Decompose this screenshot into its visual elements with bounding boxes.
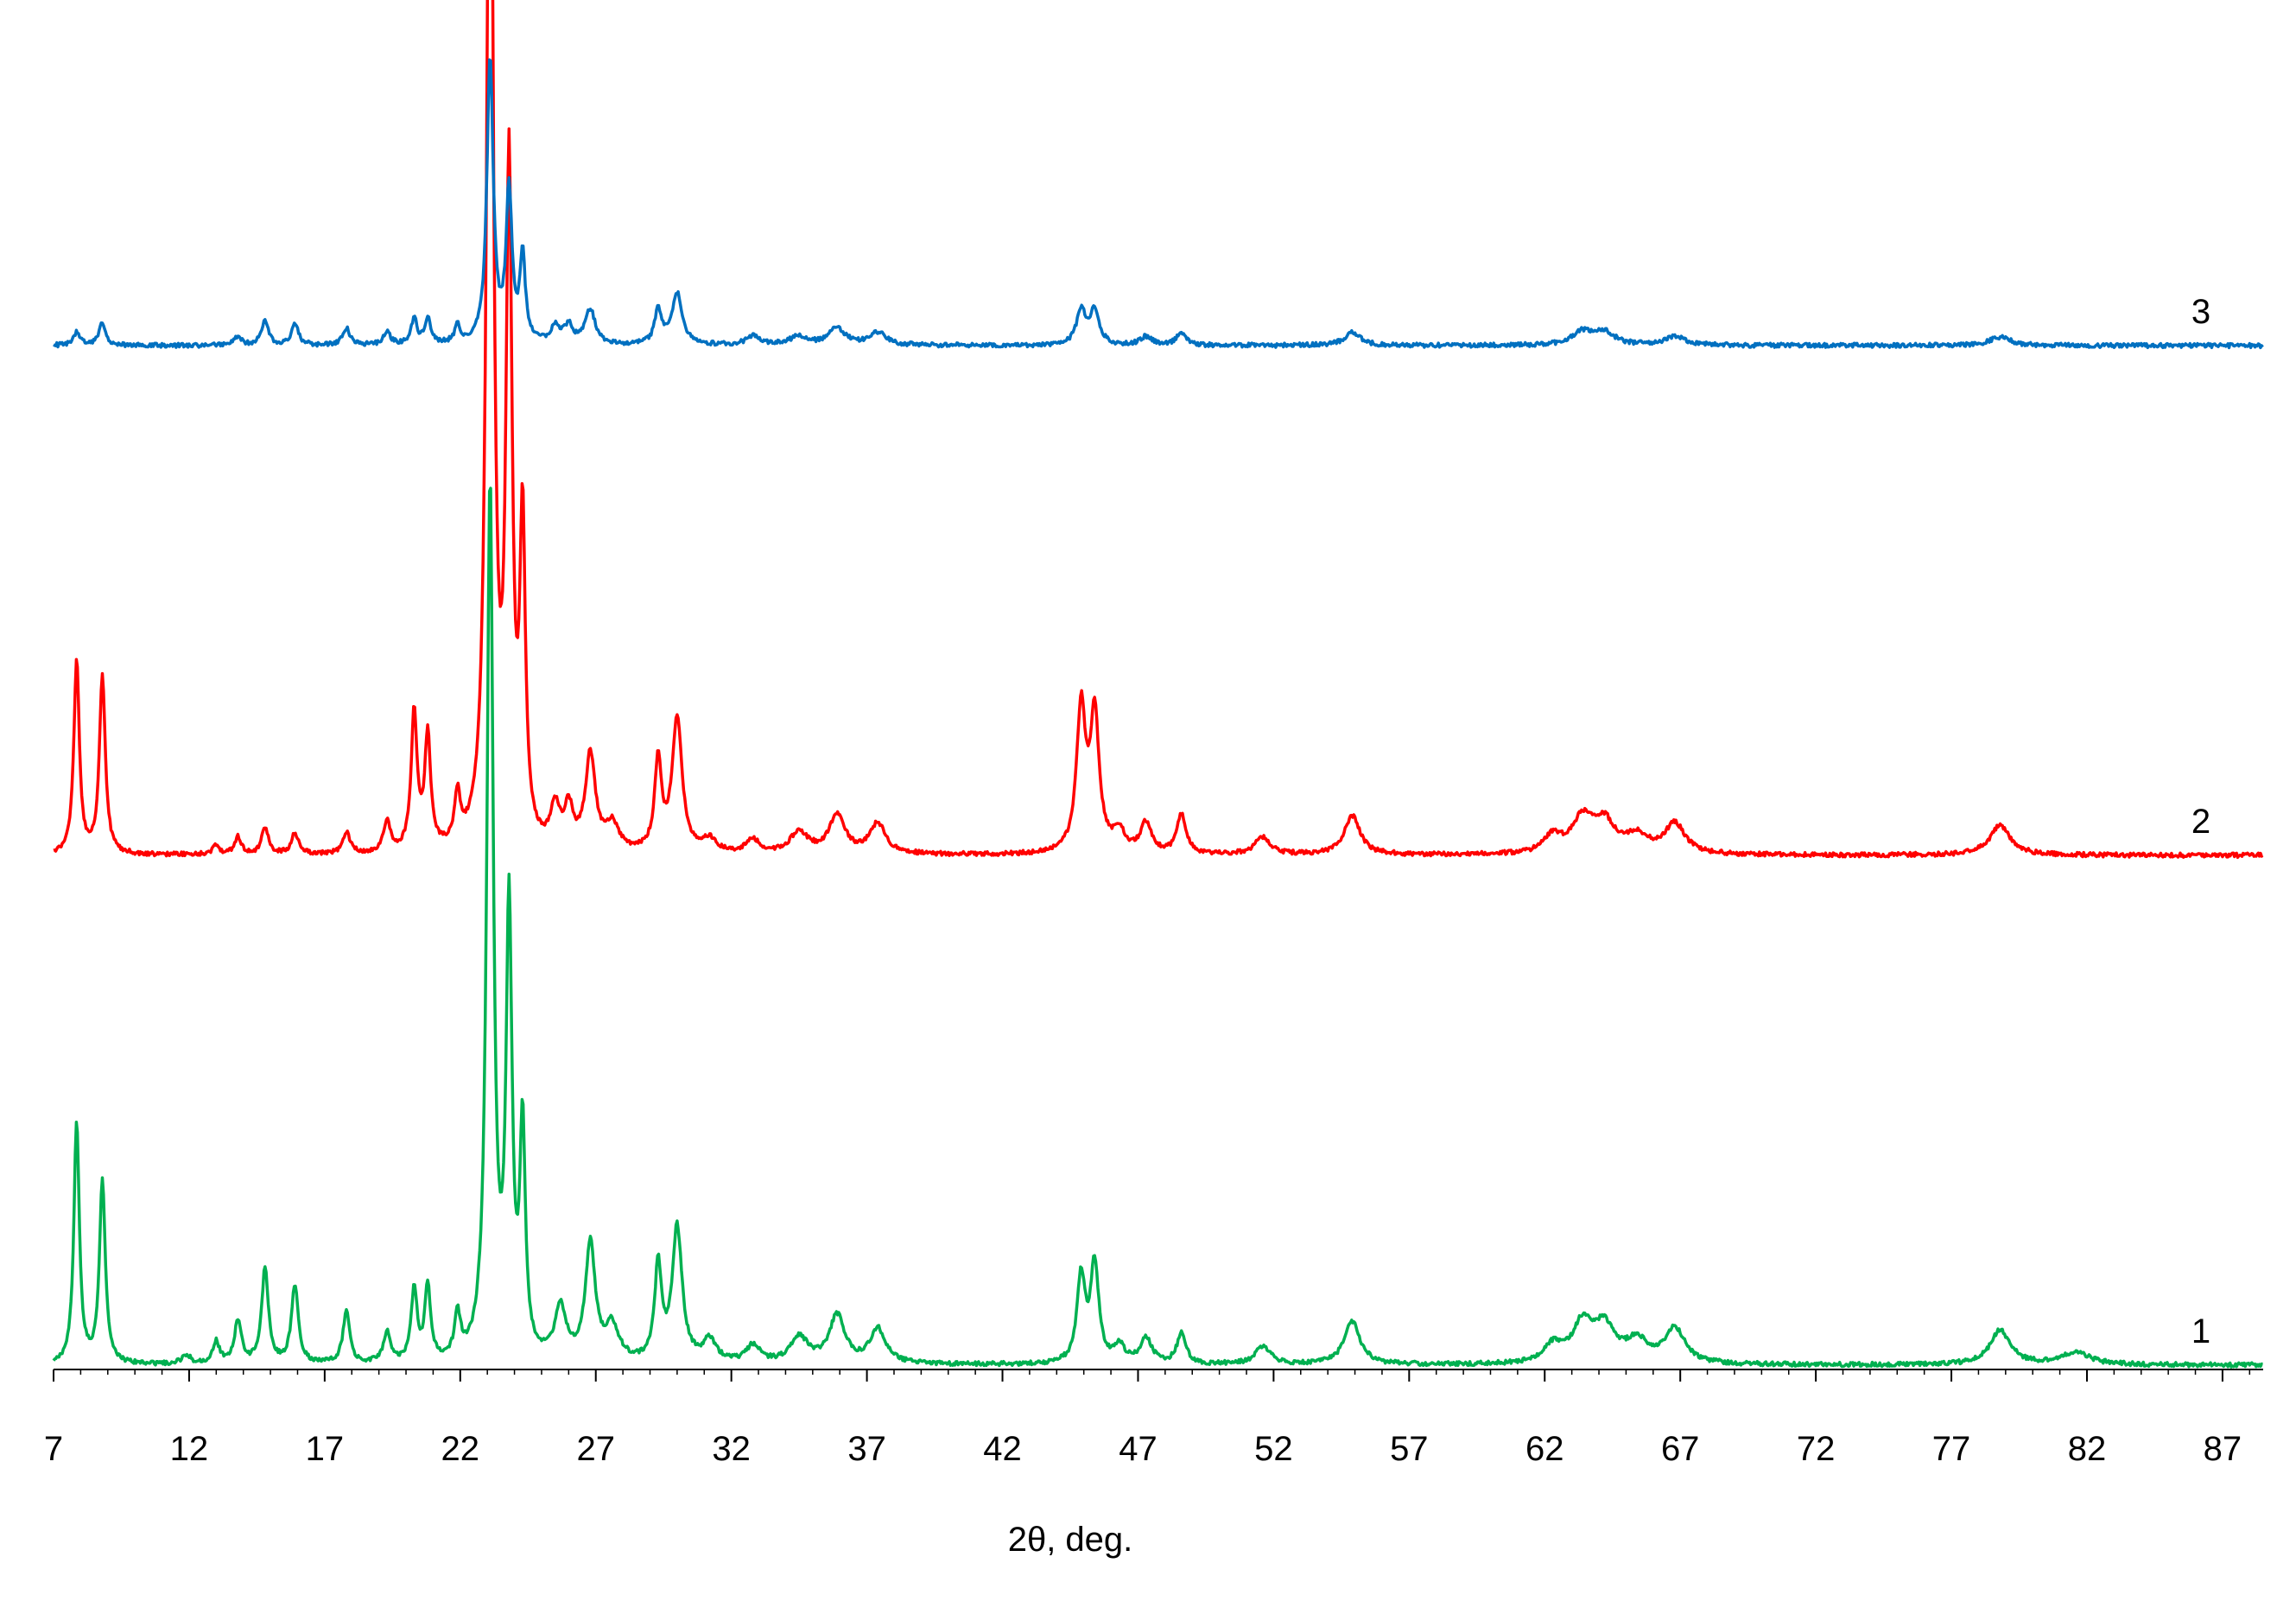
- x-tick-label: 57: [1390, 1430, 1429, 1468]
- x-axis-title: 2θ, deg.: [1008, 1521, 1133, 1559]
- x-tick-label: 52: [1254, 1430, 1293, 1468]
- series-label-3: 3: [2191, 293, 2210, 331]
- x-tick-label: 37: [847, 1430, 886, 1468]
- series-label-1: 1: [2191, 1312, 2210, 1350]
- x-tick-label: 27: [576, 1430, 615, 1468]
- x-tick-label: 22: [441, 1430, 480, 1468]
- x-tick-label: 82: [2068, 1430, 2107, 1468]
- series-line-1: [52, 486, 2263, 1369]
- x-tick-label: 62: [1525, 1430, 1564, 1468]
- x-tick-label: 47: [1119, 1430, 1158, 1468]
- x-tick-label: 67: [1661, 1430, 1700, 1468]
- x-tick-label: 77: [1932, 1430, 1971, 1468]
- tick-layer: 7 12 17 22 27 32 37 42 47 52 57 62 67 72 77 82 87: [44, 1369, 2251, 1468]
- x-tick-label: 72: [1797, 1430, 1836, 1468]
- x-tick-label: 7: [44, 1430, 63, 1468]
- series-line-2: [53, 0, 2264, 860]
- x-tick-label: 32: [712, 1430, 751, 1468]
- x-tick-label: 42: [983, 1430, 1022, 1468]
- series-layer: [52, 0, 2264, 1369]
- x-tick-label: 17: [306, 1430, 345, 1468]
- series-label-2: 2: [2191, 803, 2210, 841]
- series-label-layer: 1234: [2191, 293, 2210, 1350]
- series-line-3: [53, 58, 2264, 350]
- x-tick-label: 12: [170, 1430, 209, 1468]
- x-tick-label: 87: [2204, 1430, 2242, 1468]
